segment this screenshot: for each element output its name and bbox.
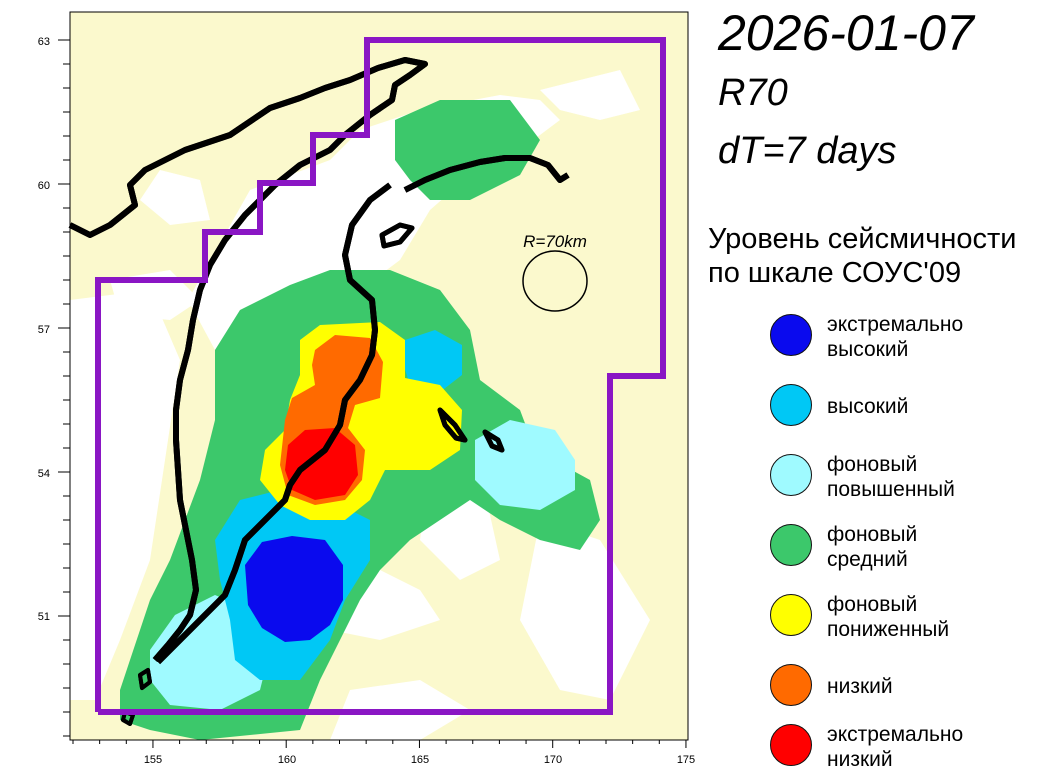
legend-label: фоновый повышенный [827,453,955,501]
legend-swatch [770,314,812,356]
x-tick-label: 155 [144,754,162,766]
y-tick-label: 54 [38,468,50,480]
legend-swatch [770,454,812,496]
legend-swatch [770,724,812,766]
x-tick-label: 170 [544,754,562,766]
title-date: 2026-01-07 [718,5,974,61]
legend-swatch [770,384,812,426]
radius-label: R=70km [523,232,587,251]
legend-label: фоновый пониженный [827,593,950,641]
legend-label: экстремально высокий [827,313,964,361]
axis-ticks [58,39,687,748]
legend-item: экстремально низкий [770,718,1050,778]
legend-title: Уровень сейсмичности по шкале СОУС'09 [708,223,1017,289]
y-tick-label: 51 [38,611,50,623]
legend-item: фоновый повышенный [770,448,1050,508]
region-boundary [95,37,666,715]
legend-item: экстремально высокий [770,308,1050,368]
legend-item: фоновый средний [770,518,1050,578]
legend-label: фоновый средний [827,523,918,571]
legend-label: экстремально низкий [827,723,964,771]
x-tick-label: 160 [278,754,296,766]
y-tick-label: 57 [38,324,50,336]
legend-swatch [770,594,812,636]
legend-swatch [770,664,812,706]
legend-label: низкий [827,675,893,698]
y-tick-label: 60 [38,180,50,192]
coastline [70,57,568,726]
x-tick-label: 175 [677,754,695,766]
legend-item: фоновый пониженный [770,588,1050,648]
y-tick-label: 63 [38,36,50,48]
radius-circle [522,250,588,312]
legend-item: высокий [770,378,1050,438]
legend-item: низкий [770,658,1050,718]
title-dt: dT=7 days [718,130,897,172]
legend-label: высокий [827,395,909,418]
legend-swatch [770,524,812,566]
seismicity-map: R=70km 155 160 165 170 175 51 54 57 60 6… [38,11,695,766]
x-tick-label: 165 [411,754,429,766]
y-axis-labels: 51 54 57 60 63 [38,36,50,623]
x-axis-labels: 155 160 165 170 175 [144,754,695,766]
title-model: R70 [718,72,788,114]
